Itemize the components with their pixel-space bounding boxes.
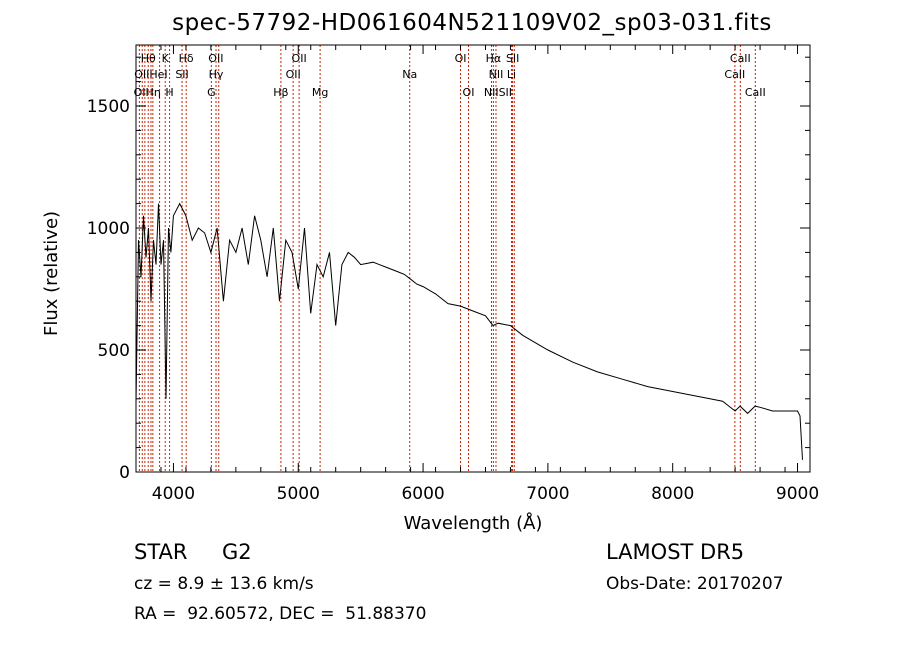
spectral-line-label: NIISII — [484, 86, 512, 99]
x-axis-label: Wavelength (Å) — [404, 512, 543, 534]
spectral-line-label: CaII — [730, 52, 751, 65]
spectral-line-label: Hγ — [209, 68, 224, 81]
spectral-line-label: OI — [455, 52, 467, 65]
axis-ticks: 4000 5000 6000 7000 8000 9000 0 500 1000 1500 — [87, 45, 819, 504]
spectral-line-markers — [138, 45, 756, 472]
x-tick-label: 7000 — [526, 484, 569, 504]
ra-dec-coordinates: RA = 92.60572, DEC = 51.88370 — [134, 604, 427, 624]
spectral-line-label: Mg — [312, 86, 328, 99]
spectral-line-label: OII — [208, 52, 223, 65]
x-tick-label: 5000 — [277, 484, 320, 504]
spectral-line-label: SII — [175, 68, 188, 81]
y-tick-label: 500 — [98, 341, 130, 361]
spectral-line-label: Hα — [486, 52, 502, 65]
spectral-line-label: H — [165, 86, 173, 99]
spectral-line-label: Li — [507, 68, 516, 81]
spectral-line-label: Hβ — [273, 86, 288, 99]
y-tick-label: 1000 — [87, 219, 130, 239]
y-tick-label: 0 — [119, 463, 130, 483]
spectral-line-label: OII — [292, 52, 307, 65]
spectral-line-label: SII — [506, 52, 519, 65]
spectral-line-label: CaII — [745, 86, 766, 99]
x-tick-label: 8000 — [651, 484, 694, 504]
spectral-line-label: Hθ — [141, 52, 156, 65]
x-tick-label: 6000 — [401, 484, 444, 504]
object-class: STAR — [134, 540, 188, 564]
spectral-line-label: G — [207, 86, 216, 99]
spectral-line-labels: Hθ K Hδ OII OII OI Hα SII CaII OIIHeI SII Hγ OII Na NI… — [134, 52, 766, 99]
y-tick-label: 1500 — [87, 97, 130, 117]
spectral-line-label: OII — [286, 68, 301, 81]
y-axis-label: Flux (relative) — [41, 211, 62, 336]
spectral-line-label: Hδ — [179, 52, 194, 65]
x-tick-label: 9000 — [776, 484, 819, 504]
spectrum-line — [135, 202, 803, 460]
object-subclass: G2 — [222, 540, 252, 564]
spectral-line-label: OI — [463, 86, 475, 99]
spectral-line-label: CaII — [724, 68, 745, 81]
chart-title: spec-57792-HD061604N521109V02_sp03-031.f… — [172, 10, 772, 36]
spectral-line-label: NII — [489, 68, 504, 81]
x-tick-label: 4000 — [152, 484, 195, 504]
spectral-line-label: OIHη — [134, 86, 161, 99]
redshift-cz: cz = 8.9 ± 13.6 km/s — [134, 574, 314, 594]
observation-date: Obs-Date: 20170207 — [606, 574, 784, 594]
spectral-line-label: Na — [402, 68, 417, 81]
survey-name: LAMOST DR5 — [606, 540, 745, 564]
spectral-line-label: OIIHeI — [134, 68, 167, 81]
plot-frame — [135, 44, 811, 473]
spectral-line-label: K — [162, 52, 170, 65]
